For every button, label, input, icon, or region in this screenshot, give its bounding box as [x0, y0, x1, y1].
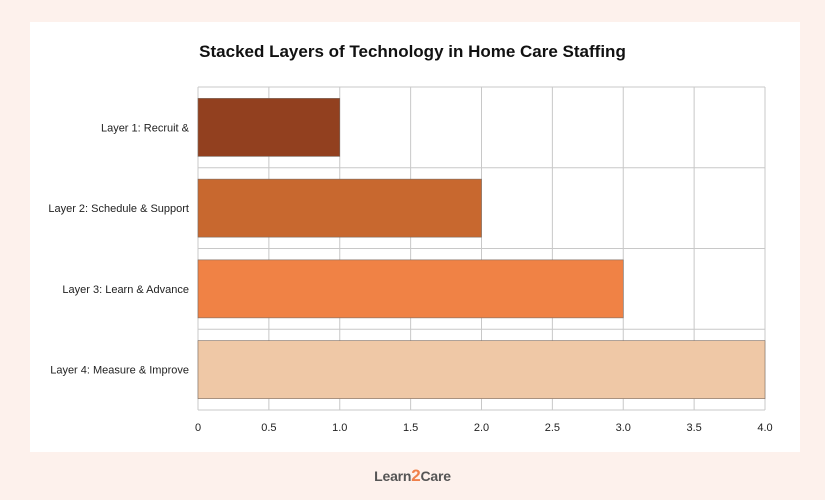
- logo-text-learn: Learn: [374, 468, 412, 484]
- x-tick-label: 3.0: [616, 422, 631, 434]
- category-label: Layer 4: Measure & Improve: [50, 365, 189, 377]
- x-tick-labels: 0 0.5 1.0 1.5 2.0 2.5 3.0 3.5 4.0: [195, 422, 773, 434]
- logo-text-2: 2: [411, 466, 421, 485]
- learn2care-logo: Learn2Care: [0, 466, 825, 486]
- x-tick-label: 0: [195, 422, 201, 434]
- category-label: Layer 3: Learn & Advance: [62, 284, 189, 296]
- x-tick-label: 1.5: [403, 422, 418, 434]
- logo-text-care: Care: [420, 468, 452, 484]
- x-tick-label: 0.5: [261, 422, 276, 434]
- bar: [197, 340, 766, 399]
- x-tick-label: 1.0: [332, 422, 347, 434]
- x-tick-label: 2.0: [474, 422, 489, 434]
- x-tick-label: 2.5: [545, 422, 560, 434]
- category-labels: Layer 1: Recruit & Layer 2: Schedule & Su…: [48, 122, 189, 376]
- category-label: Layer 2: Schedule & Support: [48, 203, 189, 215]
- bar: [197, 259, 624, 319]
- bar: [197, 178, 482, 238]
- category-label: Layer 1: Recruit &: [101, 122, 190, 134]
- x-tick-label: 3.5: [686, 422, 701, 434]
- bars: [197, 98, 766, 399]
- bar: [197, 98, 341, 157]
- x-tick-label: 4.0: [757, 422, 772, 434]
- chart-title: Stacked Layers of Technology in Home Car…: [199, 42, 626, 61]
